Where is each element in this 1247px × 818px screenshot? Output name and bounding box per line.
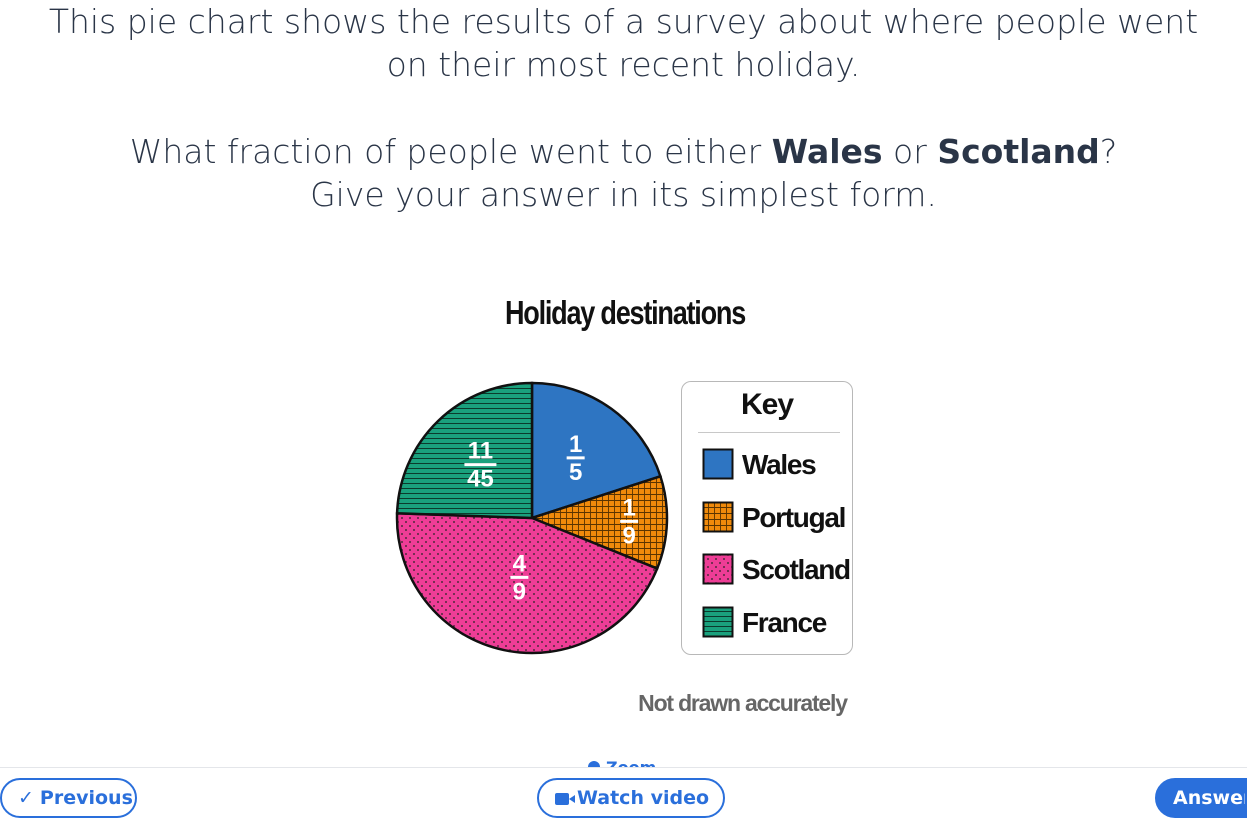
legend: Key Wales Portugal [681, 381, 853, 655]
fraction-denominator: 9 [513, 578, 526, 605]
watch-video-button[interactable]: Watch video [537, 778, 725, 818]
question-line-3: What fraction of people went to either W… [0, 130, 1247, 173]
video-icon [555, 793, 575, 805]
fraction-numerator: 4 [513, 550, 527, 577]
legend-item-portugal: Portugal [702, 501, 852, 535]
legend-label: Scotland [742, 554, 851, 585]
chevron-left-icon: ✓ [18, 787, 34, 809]
question-line-4: Give your answer in its simplest form. [310, 175, 937, 214]
legend-item-scotland: Scotland [702, 553, 852, 587]
pie-label-portugal: 19 [620, 494, 639, 549]
question-line-2: on their most recent holiday. [386, 45, 861, 84]
previous-button[interactable]: ✓ Previous [0, 778, 137, 818]
legend-swatch [702, 448, 734, 480]
legend-title: Key [740, 388, 794, 421]
fraction-denominator: 9 [622, 522, 635, 549]
pie-label-scotland: 49 [510, 550, 529, 605]
question-bold-scotland: Scotland [937, 132, 1100, 171]
question-prompt: What fraction of people went to either W… [0, 130, 1247, 216]
answer-label: Answer [1173, 787, 1247, 809]
fraction-denominator: 45 [467, 466, 494, 493]
watch-video-label: Watch video [577, 787, 710, 809]
legend-label: Portugal [742, 501, 846, 533]
legend-swatch [702, 501, 734, 532]
question-line-1: This pie chart shows the results of a su… [48, 2, 1199, 41]
legend-swatch [702, 553, 734, 585]
answer-button[interactable]: Answer [1155, 778, 1247, 818]
pie-slice-scotland [395, 511, 659, 655]
legend-item-wales: Wales [702, 448, 852, 482]
legend-label: Wales [742, 449, 817, 480]
chart-title: Holiday destinations [504, 294, 746, 331]
fraction-numerator: 1 [622, 494, 635, 521]
question-text: What fraction of people went to either [129, 132, 772, 171]
legend-item-france: France [702, 606, 852, 640]
fraction-numerator: 11 [468, 438, 493, 465]
pie-label-wales: 15 [566, 431, 585, 486]
question-intro: This pie chart shows the results of a su… [0, 0, 1247, 86]
legend-swatch [702, 606, 734, 637]
fraction-numerator: 1 [569, 431, 582, 458]
question-text: ? [1099, 132, 1118, 171]
fraction-denominator: 5 [569, 459, 582, 486]
previous-label: Previous [39, 787, 133, 809]
question-bold-wales: Wales [771, 132, 883, 171]
pie-slice-portugal [528, 474, 669, 571]
pie-slice-wales [530, 381, 662, 520]
legend-divider [698, 432, 840, 433]
question-text: or [882, 132, 938, 171]
pie-slice-france [395, 381, 534, 520]
legend-label: France [742, 606, 827, 638]
chart-note: Not drawn accurately [638, 690, 848, 716]
